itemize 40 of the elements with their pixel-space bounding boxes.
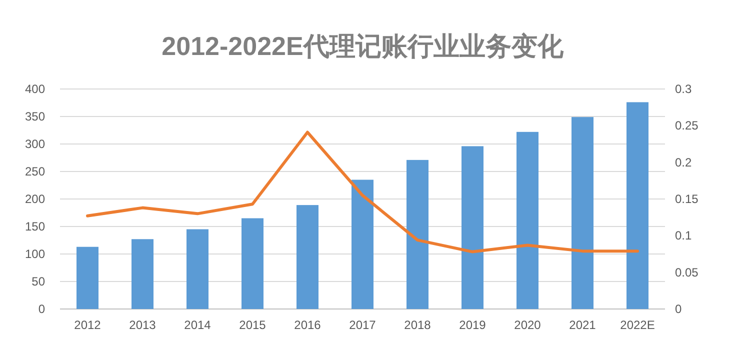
- bar: [406, 160, 428, 309]
- bar: [76, 246, 98, 309]
- bar: [132, 239, 154, 309]
- x-tick-label: 2016: [294, 318, 322, 332]
- x-tick-label: 2022E: [620, 318, 655, 332]
- x-tick-label: 2013: [129, 318, 156, 332]
- bar: [352, 180, 374, 309]
- x-tick-label: 2012: [74, 318, 102, 332]
- y-tick-label: 50: [32, 274, 46, 288]
- y-tick-label: 250: [24, 164, 46, 178]
- bar: [462, 146, 484, 309]
- chart-title: 2012-2022E代理记账行业业务变化: [162, 31, 564, 61]
- bar: [626, 102, 648, 309]
- y-tick-label: 400: [24, 82, 46, 96]
- x-tick-label: 2017: [349, 318, 376, 332]
- x-tick-label: 2019: [459, 318, 486, 332]
- y2-tick-label: 0.25: [675, 118, 699, 133]
- x-tick-label: 2021: [569, 318, 596, 332]
- y2-tick-label: 0.1: [675, 228, 692, 243]
- y2-tick-label: 0.15: [675, 192, 699, 206]
- y-tick-label: 100: [24, 247, 46, 261]
- bar: [186, 229, 208, 309]
- y-tick-label: 300: [24, 137, 46, 151]
- x-tick-label: 2015: [239, 318, 266, 332]
- y-tick-label: 350: [24, 110, 46, 124]
- y-tick-label: 0: [38, 302, 46, 316]
- x-tick-label: 2018: [404, 318, 432, 332]
- bar: [296, 205, 318, 309]
- bar: [242, 218, 264, 309]
- line-series: [86, 130, 639, 254]
- bar: [572, 117, 594, 309]
- x-tick-label: 2014: [184, 318, 212, 332]
- y2-tick-label: 0.05: [675, 265, 699, 280]
- x-tick-label: 2020: [514, 318, 542, 332]
- y2-tick-label: 0.3: [675, 82, 692, 96]
- bar: [516, 132, 538, 309]
- y2-tick-label: 0: [675, 302, 682, 316]
- y-tick-label: 200: [24, 192, 46, 206]
- y2-tick-label: 0.2: [675, 155, 692, 170]
- y-tick-label: 150: [24, 220, 46, 234]
